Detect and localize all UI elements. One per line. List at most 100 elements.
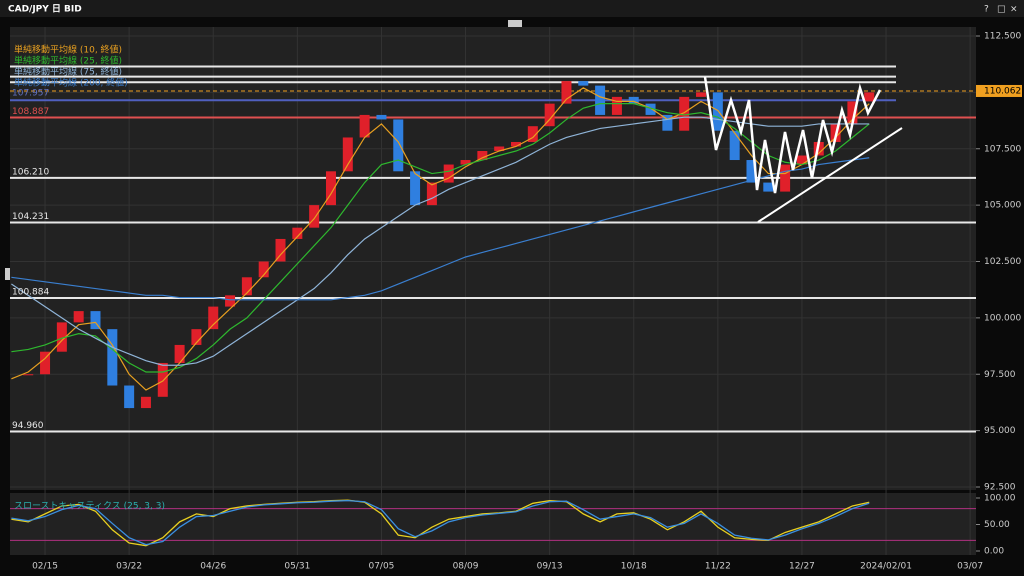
candle: [73, 311, 84, 323]
stoch-line: [11, 499, 870, 547]
candle: [443, 164, 454, 183]
candle: [679, 96, 690, 131]
y-tick-label: 102.500: [984, 257, 1021, 267]
candle: [595, 85, 606, 115]
stoch-title: スローストキャスティクス (25, 3, 3): [14, 501, 165, 512]
candle: [90, 311, 101, 330]
window-title: CAD/JPY 日 BID: [8, 4, 82, 15]
x-tick-label: 2024/02/01: [860, 562, 912, 572]
pattern-drawing: [703, 76, 903, 223]
candle: [292, 227, 303, 239]
price-panel: [10, 27, 976, 490]
candle: [645, 103, 656, 115]
candle: [410, 171, 421, 206]
candle: [191, 329, 202, 345]
candle: [208, 306, 219, 330]
close-button[interactable]: ×: [1010, 5, 1018, 15]
candle: [628, 96, 639, 104]
candle: [157, 362, 168, 397]
candle: [527, 126, 538, 142]
price-tag: 110.062: [984, 86, 1021, 96]
y-tick-label: 92.500: [984, 483, 1016, 493]
x-tick-label: 07/05: [368, 562, 394, 572]
level-label: 104.231: [12, 212, 49, 222]
candle: [393, 119, 404, 172]
candle: [712, 92, 723, 131]
x-tick-label: 03/07: [957, 562, 983, 572]
y-tick-label: 105.000: [984, 201, 1021, 211]
candle: [729, 130, 740, 161]
candle: [56, 322, 67, 352]
x-tick-label: 04/26: [200, 562, 226, 572]
trendline: [757, 127, 903, 223]
candle: [174, 344, 185, 363]
zigzag: [703, 76, 882, 194]
candle: [241, 277, 252, 296]
x-tick-label: 11/22: [705, 562, 731, 572]
candle: [342, 137, 353, 172]
annotation: 107.957: [12, 89, 49, 99]
y-tick-label: 112.500: [984, 32, 1021, 42]
x-tick-label: 12/27: [789, 562, 815, 572]
x-tick-label: 09/13: [537, 562, 563, 572]
candle: [847, 101, 858, 124]
level-label: 108.887: [12, 107, 49, 117]
candle: [561, 81, 572, 104]
candle: [426, 182, 437, 206]
level-label: 106.210: [12, 167, 49, 177]
candle: [275, 238, 286, 262]
candle: [359, 114, 370, 138]
ma-line: [11, 103, 870, 373]
candle: [746, 160, 757, 183]
candle: [763, 182, 774, 192]
candle: [460, 160, 471, 165]
side-toggle[interactable]: [5, 268, 10, 280]
y-tick-label: 95.000: [984, 426, 1016, 436]
y-tick-label: 50.00: [984, 520, 1010, 530]
candle: [23, 374, 34, 376]
candle: [494, 146, 505, 152]
candle: [780, 164, 791, 192]
candle: [124, 385, 135, 409]
y-tick-label: 0.00: [984, 547, 1004, 557]
legend-entry: 単純移動平均線 (25, 終値): [14, 55, 122, 67]
candle: [662, 114, 673, 131]
candle: [325, 171, 336, 206]
candle: [611, 96, 622, 115]
x-tick-label: 10/18: [621, 562, 647, 572]
ma-line: [11, 157, 870, 301]
candle: [225, 295, 236, 307]
collapse-toggle[interactable]: [508, 20, 522, 27]
candle: [107, 329, 118, 386]
candle: [309, 205, 320, 228]
x-tick-label: 05/31: [284, 562, 310, 572]
candle: [511, 141, 521, 147]
help-button[interactable]: ?: [984, 5, 989, 15]
x-tick-label: 02/15: [32, 562, 58, 572]
title-bar: [0, 0, 1024, 17]
ma-line: [11, 116, 870, 366]
legend-entry: 単純移動平均線 (200, 終値): [14, 77, 128, 89]
maximize-button[interactable]: □: [997, 5, 1006, 15]
candle: [578, 81, 589, 86]
candle: [140, 396, 151, 409]
candle: [376, 114, 387, 120]
candle: [258, 261, 269, 278]
level-label: 100.884: [12, 287, 49, 297]
level-label: 94.960: [12, 421, 44, 431]
y-tick-label: 100.000: [984, 313, 1021, 323]
candle: [796, 155, 807, 165]
legend-entry: 単純移動平均線 (10, 終値): [14, 44, 122, 56]
ma-line: [11, 87, 870, 391]
y-tick-label: 100.00: [984, 494, 1016, 504]
candle: [864, 92, 875, 102]
candle: [544, 103, 555, 127]
x-tick-label: 08/09: [453, 562, 479, 572]
candle: [696, 92, 707, 97]
price-tag-bg: [976, 84, 1022, 97]
y-tick-label: 107.500: [984, 144, 1021, 154]
y-tick-label: 97.500: [984, 370, 1016, 380]
x-tick-label: 03/22: [116, 562, 142, 572]
candle: [40, 351, 51, 375]
